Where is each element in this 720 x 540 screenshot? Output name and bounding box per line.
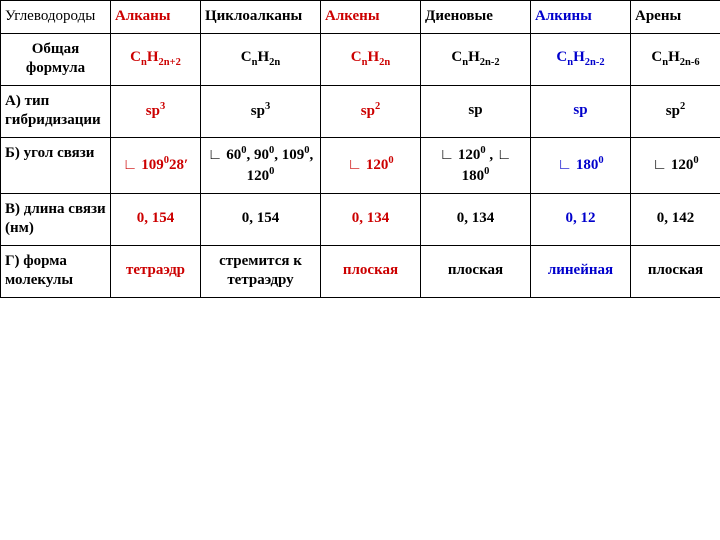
cell: стремится к тетраэдру xyxy=(201,245,321,297)
cell: ∟ 1200 xyxy=(631,137,720,193)
row-label: Г) форма молекулы xyxy=(1,245,111,297)
cell: CnH2n+2 xyxy=(111,33,201,85)
cell: sp2 xyxy=(321,85,421,137)
cell: sp2 xyxy=(631,85,720,137)
cell: 0, 134 xyxy=(421,193,531,245)
hydrocarbons-table: Углеводороды Алканы Циклоалканы Алкены Д… xyxy=(0,0,720,298)
row-label: Углеводороды xyxy=(1,1,111,34)
cell: sp xyxy=(421,85,531,137)
col-header: Диеновые xyxy=(421,1,531,34)
cell: ∟ 109028′ xyxy=(111,137,201,193)
cell: тетраэдр xyxy=(111,245,201,297)
col-header: Арены xyxy=(631,1,720,34)
cell: линейная xyxy=(531,245,631,297)
row-label: Общая формула xyxy=(1,33,111,85)
table-row: Б) угол связи ∟ 109028′ ∟ 600, 900, 1090… xyxy=(1,137,720,193)
cell: 0, 154 xyxy=(111,193,201,245)
table-row: В) длина связи (нм) 0, 154 0, 154 0, 134… xyxy=(1,193,720,245)
col-header: Алканы xyxy=(111,1,201,34)
row-label: А) тип гибридизации xyxy=(1,85,111,137)
cell: sp3 xyxy=(201,85,321,137)
col-header: Циклоалканы xyxy=(201,1,321,34)
cell: 0, 154 xyxy=(201,193,321,245)
cell: sp3 xyxy=(111,85,201,137)
cell: CnH2n-6 xyxy=(631,33,720,85)
cell: ∟ 1200 xyxy=(321,137,421,193)
cell: 0, 134 xyxy=(321,193,421,245)
col-header: Алкины xyxy=(531,1,631,34)
table-row: Общая формула CnH2n+2 CnH2n CnH2n CnH2n-… xyxy=(1,33,720,85)
cell: ∟ 1200 , ∟ 1800 xyxy=(421,137,531,193)
cell: ∟ 600, 900, 1090, 1200 xyxy=(201,137,321,193)
cell: CnH2n xyxy=(201,33,321,85)
row-label: Б) угол связи xyxy=(1,137,111,193)
cell: CnH2n-2 xyxy=(421,33,531,85)
cell: CnH2n xyxy=(321,33,421,85)
cell: плоская xyxy=(321,245,421,297)
cell: 0, 142 xyxy=(631,193,720,245)
row-label: В) длина связи (нм) xyxy=(1,193,111,245)
cell: плоская xyxy=(421,245,531,297)
table-row: Г) форма молекулы тетраэдр стремится к т… xyxy=(1,245,720,297)
col-header: Алкены xyxy=(321,1,421,34)
cell: плоская xyxy=(631,245,720,297)
cell: sp xyxy=(531,85,631,137)
table-row: А) тип гибридизации sp3 sp3 sp2 sp sp sp… xyxy=(1,85,720,137)
cell: 0, 12 xyxy=(531,193,631,245)
table-row: Углеводороды Алканы Циклоалканы Алкены Д… xyxy=(1,1,720,34)
cell: CnH2n-2 xyxy=(531,33,631,85)
cell: ∟ 1800 xyxy=(531,137,631,193)
